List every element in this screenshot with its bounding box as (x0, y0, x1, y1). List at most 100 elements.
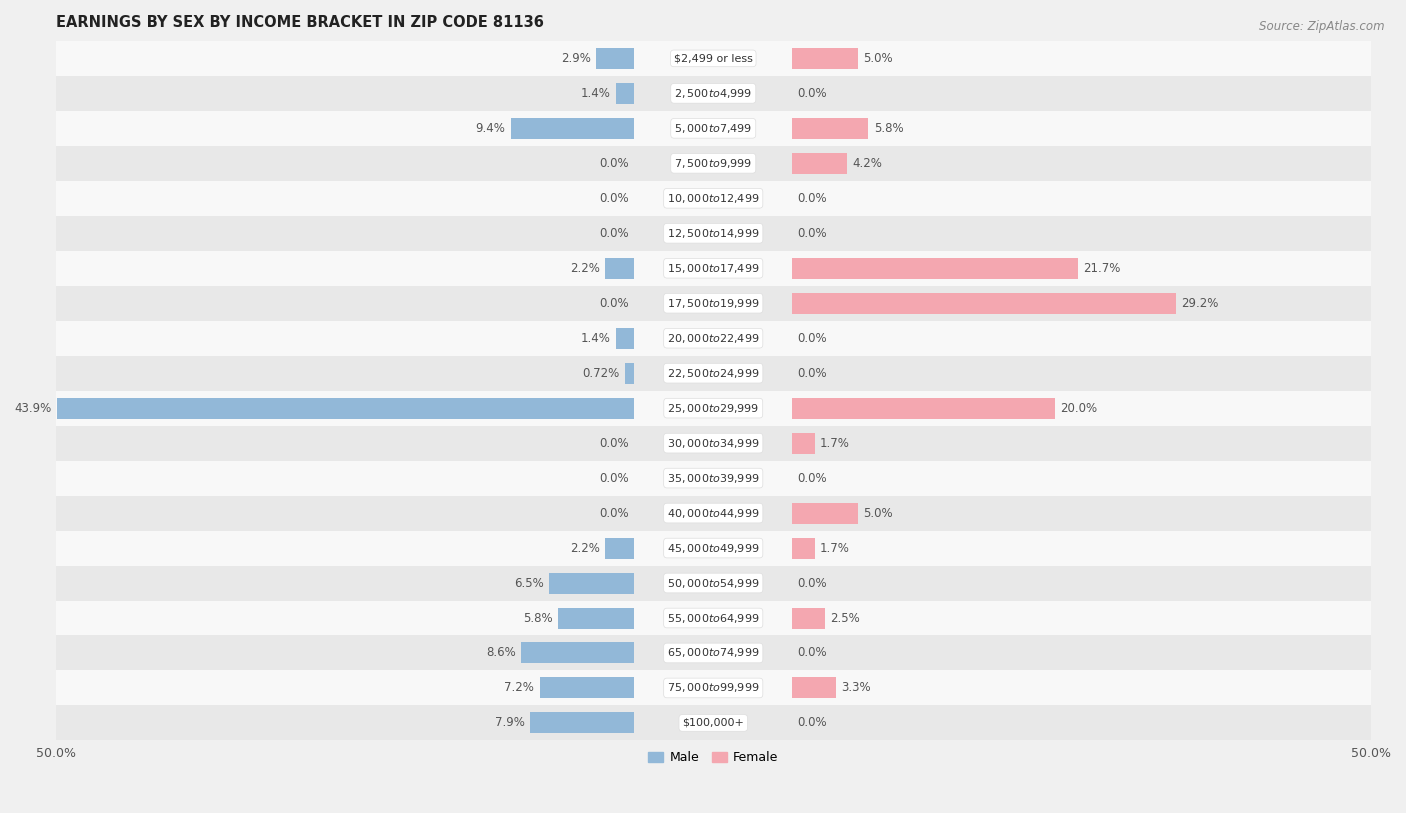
Text: $10,000 to $12,499: $10,000 to $12,499 (666, 192, 759, 205)
Text: 6.5%: 6.5% (513, 576, 544, 589)
Bar (55, 706, 1371, 741)
Bar (792, 153, 848, 174)
Bar (55, 355, 1371, 391)
Text: 5.0%: 5.0% (863, 52, 893, 65)
Text: 5.0%: 5.0% (863, 506, 893, 520)
Text: 9.4%: 9.4% (475, 122, 505, 135)
Text: $30,000 to $34,999: $30,000 to $34,999 (666, 437, 759, 450)
Text: $22,500 to $24,999: $22,500 to $24,999 (666, 367, 759, 380)
Bar (55, 496, 1371, 531)
Bar (616, 83, 634, 104)
Text: 2.9%: 2.9% (561, 52, 591, 65)
Bar (792, 398, 1056, 419)
Bar (55, 320, 1371, 355)
Bar (522, 642, 634, 663)
Text: 0.0%: 0.0% (797, 332, 827, 345)
Text: 0.0%: 0.0% (599, 297, 628, 310)
Bar (792, 258, 1077, 279)
Text: Source: ZipAtlas.com: Source: ZipAtlas.com (1260, 20, 1385, 33)
Text: 0.0%: 0.0% (599, 506, 628, 520)
Text: 0.0%: 0.0% (599, 157, 628, 170)
Text: 20.0%: 20.0% (1060, 402, 1098, 415)
Bar (792, 433, 814, 454)
Text: 0.0%: 0.0% (797, 367, 827, 380)
Text: 0.0%: 0.0% (599, 472, 628, 485)
Text: $65,000 to $74,999: $65,000 to $74,999 (666, 646, 759, 659)
Bar (792, 118, 869, 139)
Text: 0.0%: 0.0% (599, 437, 628, 450)
Bar (55, 636, 1371, 671)
Bar (55, 671, 1371, 706)
Bar (56, 398, 634, 419)
Text: 0.0%: 0.0% (797, 576, 827, 589)
Text: $12,500 to $14,999: $12,500 to $14,999 (666, 227, 759, 240)
Bar (55, 391, 1371, 426)
Bar (55, 461, 1371, 496)
Text: $40,000 to $44,999: $40,000 to $44,999 (666, 506, 759, 520)
Bar (55, 180, 1371, 215)
Text: 43.9%: 43.9% (14, 402, 52, 415)
Text: $35,000 to $39,999: $35,000 to $39,999 (666, 472, 759, 485)
Text: $2,500 to $4,999: $2,500 to $4,999 (673, 87, 752, 100)
Bar (55, 215, 1371, 250)
Text: 0.0%: 0.0% (797, 472, 827, 485)
Text: $15,000 to $17,499: $15,000 to $17,499 (666, 262, 759, 275)
Text: $25,000 to $29,999: $25,000 to $29,999 (666, 402, 759, 415)
Text: 2.2%: 2.2% (571, 262, 600, 275)
Text: 0.0%: 0.0% (797, 646, 827, 659)
Text: $17,500 to $19,999: $17,500 to $19,999 (666, 297, 759, 310)
Bar (792, 293, 1177, 314)
Text: 5.8%: 5.8% (523, 611, 553, 624)
Text: 7.2%: 7.2% (505, 681, 534, 694)
Text: $75,000 to $99,999: $75,000 to $99,999 (666, 681, 759, 694)
Bar (792, 607, 825, 628)
Bar (616, 328, 634, 349)
Bar (792, 677, 835, 698)
Text: 1.7%: 1.7% (820, 541, 849, 554)
Bar (530, 712, 634, 733)
Bar (596, 48, 634, 69)
Text: 1.7%: 1.7% (820, 437, 849, 450)
Bar (55, 566, 1371, 601)
Text: 0.0%: 0.0% (797, 87, 827, 100)
Text: 7.9%: 7.9% (495, 716, 526, 729)
Text: 0.0%: 0.0% (599, 227, 628, 240)
Bar (792, 48, 858, 69)
Bar (558, 607, 634, 628)
Text: $55,000 to $64,999: $55,000 to $64,999 (666, 611, 759, 624)
Text: 0.0%: 0.0% (599, 192, 628, 205)
Text: 4.2%: 4.2% (852, 157, 883, 170)
Bar (55, 531, 1371, 566)
Text: $45,000 to $49,999: $45,000 to $49,999 (666, 541, 759, 554)
Bar (55, 146, 1371, 180)
Bar (624, 363, 634, 384)
Legend: Male, Female: Male, Female (643, 746, 783, 769)
Text: $50,000 to $54,999: $50,000 to $54,999 (666, 576, 759, 589)
Text: $2,499 or less: $2,499 or less (673, 54, 752, 63)
Bar (510, 118, 634, 139)
Text: $5,000 to $7,499: $5,000 to $7,499 (673, 122, 752, 135)
Text: 29.2%: 29.2% (1181, 297, 1219, 310)
Text: 3.3%: 3.3% (841, 681, 870, 694)
Bar (606, 537, 634, 559)
Bar (792, 502, 858, 524)
Bar (55, 111, 1371, 146)
Text: 0.0%: 0.0% (797, 227, 827, 240)
Bar (540, 677, 634, 698)
Bar (548, 572, 634, 593)
Text: EARNINGS BY SEX BY INCOME BRACKET IN ZIP CODE 81136: EARNINGS BY SEX BY INCOME BRACKET IN ZIP… (55, 15, 543, 30)
Text: 2.5%: 2.5% (831, 611, 860, 624)
Text: 0.0%: 0.0% (797, 192, 827, 205)
Text: 2.2%: 2.2% (571, 541, 600, 554)
Text: 8.6%: 8.6% (486, 646, 516, 659)
Bar (55, 250, 1371, 285)
Text: 1.4%: 1.4% (581, 332, 610, 345)
Bar (606, 258, 634, 279)
Text: $20,000 to $22,499: $20,000 to $22,499 (666, 332, 759, 345)
Bar (55, 601, 1371, 636)
Bar (55, 41, 1371, 76)
Bar (55, 76, 1371, 111)
Bar (55, 426, 1371, 461)
Bar (792, 537, 814, 559)
Text: 0.72%: 0.72% (582, 367, 620, 380)
